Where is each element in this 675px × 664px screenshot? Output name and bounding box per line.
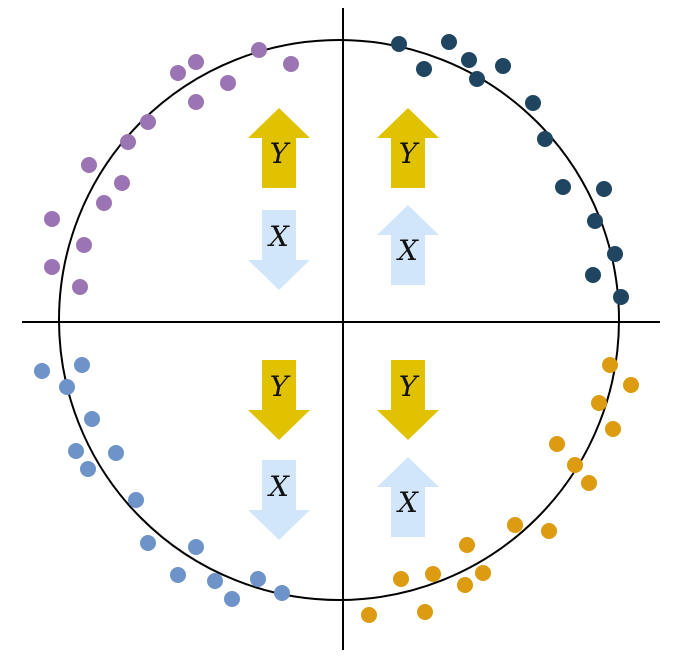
dot-top-right-10 (596, 181, 612, 197)
dot-top-left-15 (72, 279, 88, 295)
dot-top-left-8 (120, 134, 136, 150)
y-arrow-top-left: Y (248, 108, 310, 188)
dot-top-left-12 (44, 211, 60, 227)
dot-bottom-right-2 (623, 377, 639, 393)
dot-top-right-12 (607, 246, 623, 262)
data-points (34, 34, 639, 623)
dot-top-left-14 (44, 259, 60, 275)
dot-top-left-4 (170, 65, 186, 81)
dot-top-right-9 (555, 179, 571, 195)
y-label-bottom-left: Y (270, 370, 291, 403)
arrow-down-icon (248, 210, 310, 290)
dot-top-right-5 (495, 58, 511, 74)
x-label-top-right: X (396, 234, 419, 267)
x-label-bottom-left: X (267, 470, 290, 503)
dot-top-right-14 (613, 289, 629, 305)
x-arrow-top-left: X (248, 210, 310, 290)
y-arrow-top-right: Y (377, 108, 439, 188)
y-label-bottom-right: Y (399, 370, 420, 403)
dot-top-right-1 (391, 36, 407, 52)
reference-circle (58, 39, 620, 601)
dot-top-left-9 (81, 157, 97, 173)
dot-bottom-left-2 (74, 357, 90, 373)
dot-top-left-13 (76, 237, 92, 253)
dot-bottom-left-10 (188, 539, 204, 555)
arrow-down-icon (377, 360, 439, 440)
dot-bottom-left-8 (128, 492, 144, 508)
dot-bottom-left-5 (68, 443, 84, 459)
dot-bottom-left-15 (274, 585, 290, 601)
dot-bottom-left-12 (207, 573, 223, 589)
arrow-down-icon (248, 460, 310, 540)
dot-top-left-3 (188, 54, 204, 70)
x-label-top-left: X (267, 220, 290, 253)
dot-bottom-left-11 (170, 567, 186, 583)
y-arrow-bottom-left: Y (248, 360, 310, 440)
dot-top-left-2 (283, 56, 299, 72)
dot-top-right-3 (461, 52, 477, 68)
arrow-down-icon (248, 360, 310, 440)
dot-bottom-right-14 (457, 577, 473, 593)
dot-bottom-left-9 (140, 535, 156, 551)
dot-bottom-right-1 (602, 357, 618, 373)
arrow-up-icon (377, 205, 439, 285)
dot-top-right-8 (537, 131, 553, 147)
dot-bottom-right-9 (541, 523, 557, 539)
x-arrow-bottom-left: X (248, 460, 310, 540)
dot-bottom-left-13 (250, 571, 266, 587)
y-arrow-bottom-right: Y (377, 360, 439, 440)
dot-bottom-right-7 (581, 475, 597, 491)
dot-bottom-right-11 (425, 566, 441, 582)
x-arrow-bottom-right: X (377, 457, 439, 537)
dot-bottom-right-5 (549, 436, 565, 452)
dot-bottom-right-4 (605, 421, 621, 437)
x-label-bottom-right: X (396, 486, 419, 519)
dot-top-left-10 (114, 175, 130, 191)
dot-bottom-left-6 (108, 445, 124, 461)
dot-bottom-right-3 (591, 395, 607, 411)
dot-bottom-left-1 (34, 363, 50, 379)
dot-top-right-4 (416, 61, 432, 77)
dot-bottom-right-6 (567, 457, 583, 473)
dot-top-right-13 (585, 267, 601, 283)
dot-bottom-right-16 (417, 604, 433, 620)
dot-top-right-2 (441, 34, 457, 50)
dot-bottom-left-3 (59, 379, 75, 395)
dot-top-right-7 (525, 95, 541, 111)
dot-top-left-5 (220, 75, 236, 91)
y-label-top-right: Y (399, 137, 420, 170)
y-label-top-left: Y (270, 137, 291, 170)
dot-top-left-1 (251, 42, 267, 58)
dot-bottom-right-10 (459, 537, 475, 553)
dot-top-right-11 (587, 213, 603, 229)
dot-top-left-6 (188, 94, 204, 110)
arrow-up-icon (377, 108, 439, 188)
dot-bottom-right-15 (361, 607, 377, 623)
dot-bottom-left-14 (224, 591, 240, 607)
dot-top-left-11 (96, 195, 112, 211)
arrow-up-icon (248, 108, 310, 188)
dot-top-right-6 (469, 71, 485, 87)
dot-bottom-left-4 (84, 411, 100, 427)
x-arrow-top-right: X (377, 205, 439, 285)
dot-bottom-right-8 (507, 517, 523, 533)
arrow-up-icon (377, 457, 439, 537)
dot-top-left-7 (140, 114, 156, 130)
direction-arrows: Y X Y X Y X Y X (248, 108, 439, 540)
dot-bottom-right-13 (393, 571, 409, 587)
dot-bottom-right-12 (475, 565, 491, 581)
dot-bottom-left-7 (80, 461, 96, 477)
